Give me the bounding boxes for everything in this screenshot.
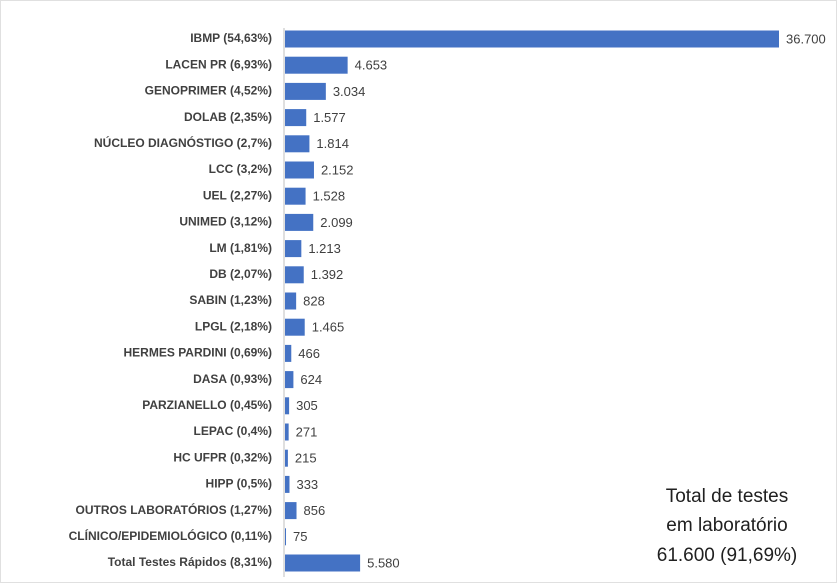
value-label: 2.099 [320, 215, 353, 230]
bar [285, 554, 361, 572]
bar [285, 449, 288, 467]
category-label: CLÍNICO/EPIDEMIOLÓGICO (0,11%) [69, 528, 272, 543]
category-label: Total Testes Rápidos (8,31%) [108, 555, 272, 569]
bar [285, 30, 779, 48]
value-label: 333 [296, 477, 318, 492]
bar [285, 266, 304, 284]
value-label: 1.392 [311, 267, 344, 282]
bar [285, 475, 290, 493]
value-label: 4.653 [355, 58, 388, 73]
bar [285, 161, 314, 179]
bar [285, 82, 326, 100]
bar [285, 187, 306, 205]
category-label: UEL (2,27%) [203, 188, 272, 202]
value-label: 75 [293, 529, 307, 544]
category-label: LEPAC (0,4%) [194, 424, 272, 438]
category-label: LM (1,81%) [209, 241, 272, 255]
bar [285, 423, 289, 441]
category-label: LCC (3,2%) [209, 162, 272, 176]
category-label: UNIMED (3,12%) [179, 215, 272, 229]
value-label: 36.700 [786, 31, 826, 46]
value-label: 271 [296, 424, 318, 439]
value-label: 5.580 [367, 555, 400, 570]
category-label: HC UFPR (0,32%) [173, 450, 272, 464]
category-label: GENOPRIMER (4,52%) [145, 84, 272, 98]
category-label: LPGL (2,18%) [195, 319, 272, 333]
value-label: 1.528 [313, 189, 346, 204]
value-label: 624 [300, 372, 322, 387]
bar [285, 292, 297, 310]
bar [285, 502, 297, 520]
category-label: IBMP (54,63%) [190, 31, 272, 45]
bar [285, 135, 310, 153]
value-label: 1.465 [312, 320, 345, 335]
value-label: 305 [296, 398, 318, 413]
annotation: em laboratório [666, 515, 787, 536]
value-label: 215 [295, 451, 317, 466]
value-label: 856 [304, 503, 326, 518]
bar [285, 56, 348, 74]
bar [285, 240, 302, 258]
annotation: Total de testes [666, 486, 789, 507]
bar [285, 528, 287, 546]
bar [285, 318, 305, 336]
category-label: DB (2,07%) [209, 267, 272, 281]
category-label: SABIN (1,23%) [189, 293, 272, 307]
annotation: 61.600 (91,69%) [657, 545, 798, 566]
category-label: PARZIANELLO (0,45%) [142, 398, 272, 412]
value-label: 828 [303, 293, 325, 308]
category-label: HERMES PARDINI (0,69%) [124, 346, 272, 360]
category-label: HIPP (0,5%) [206, 477, 272, 491]
bar [285, 397, 290, 415]
category-label: OUTROS LABORATÓRIOS (1,27%) [76, 502, 272, 517]
bar [285, 109, 307, 127]
category-label: LACEN PR (6,93%) [165, 57, 272, 71]
value-label: 1.577 [313, 110, 346, 125]
bar [285, 371, 294, 389]
bar [285, 344, 292, 362]
category-label: NÚCLEO DIAGNÓSTIGO (2,7%) [94, 135, 272, 150]
value-label: 3.034 [333, 84, 366, 99]
value-label: 1.814 [316, 136, 349, 151]
value-label: 2.152 [321, 162, 354, 177]
category-label: DASA (0,93%) [193, 372, 272, 386]
value-label: 466 [298, 346, 320, 361]
value-label: 1.213 [308, 241, 341, 256]
category-label: DOLAB (2,35%) [184, 110, 272, 124]
bar [285, 213, 314, 231]
